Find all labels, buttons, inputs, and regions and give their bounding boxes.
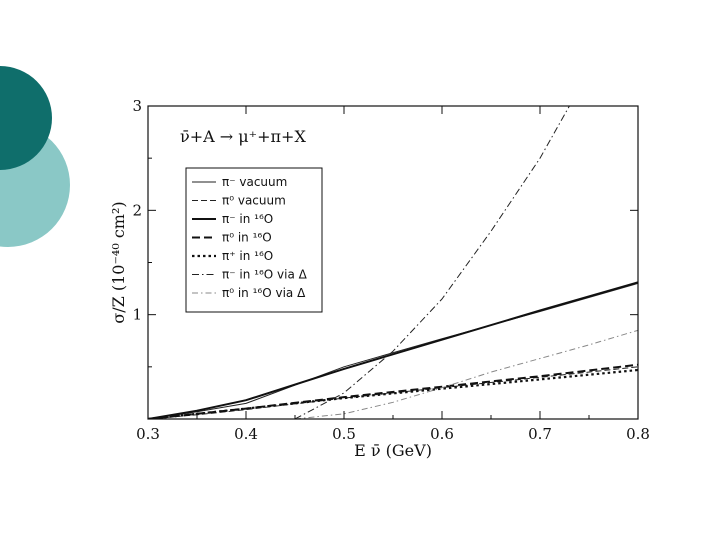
x-tick-label: 0.7 <box>528 425 552 443</box>
tick-labels: 0.3 0.4 0.5 0.6 0.7 0.8 1 2 3 <box>132 97 649 443</box>
y-tick-label: 1 <box>132 306 142 324</box>
legend-box <box>185 167 323 313</box>
x-tick-label: 0.8 <box>626 425 650 443</box>
axis-ticks <box>147 105 639 419</box>
series-line-6 <box>294 106 570 419</box>
decor-circle-dark <box>0 66 52 170</box>
legend-label-1: π⁻ vacuum <box>222 175 287 189</box>
reaction-annotation: ν̄+A → μ⁺+π+X <box>180 127 306 146</box>
x-axis-label: E ν̄ (GeV) <box>354 441 432 460</box>
legend-label-6: π⁻ in ¹⁶O via Δ <box>222 268 308 282</box>
series-line-4 <box>148 363 638 419</box>
y-tick-label: 3 <box>132 97 142 115</box>
series-line-5 <box>148 368 638 419</box>
chart-marks <box>148 106 638 419</box>
legend-label-4: π⁰ in ¹⁶O <box>222 231 272 245</box>
y-tick-label: 2 <box>132 201 142 219</box>
y-axis-label: σ/Z (10⁻⁴⁰ cm²) <box>109 201 128 323</box>
legend: π⁻ vacuum π⁰ vacuum π⁻ in ¹⁶O π⁰ in ¹⁶O π⁺ i… <box>192 175 308 300</box>
x-tick-label: 0.5 <box>332 425 356 443</box>
x-tick-label: 0.3 <box>136 425 160 443</box>
legend-label-3: π⁻ in ¹⁶O <box>222 212 273 226</box>
legend-label-7: π⁰ in ¹⁶O via Δ <box>222 286 306 300</box>
legend-label-2: π⁰ vacuum <box>222 194 286 208</box>
x-tick-label: 0.6 <box>430 425 454 443</box>
series-line-7 <box>294 329 638 419</box>
x-tick-label: 0.4 <box>234 425 258 443</box>
legend-label-5: π⁺ in ¹⁶O <box>222 249 273 263</box>
series-line-3 <box>148 281 638 419</box>
